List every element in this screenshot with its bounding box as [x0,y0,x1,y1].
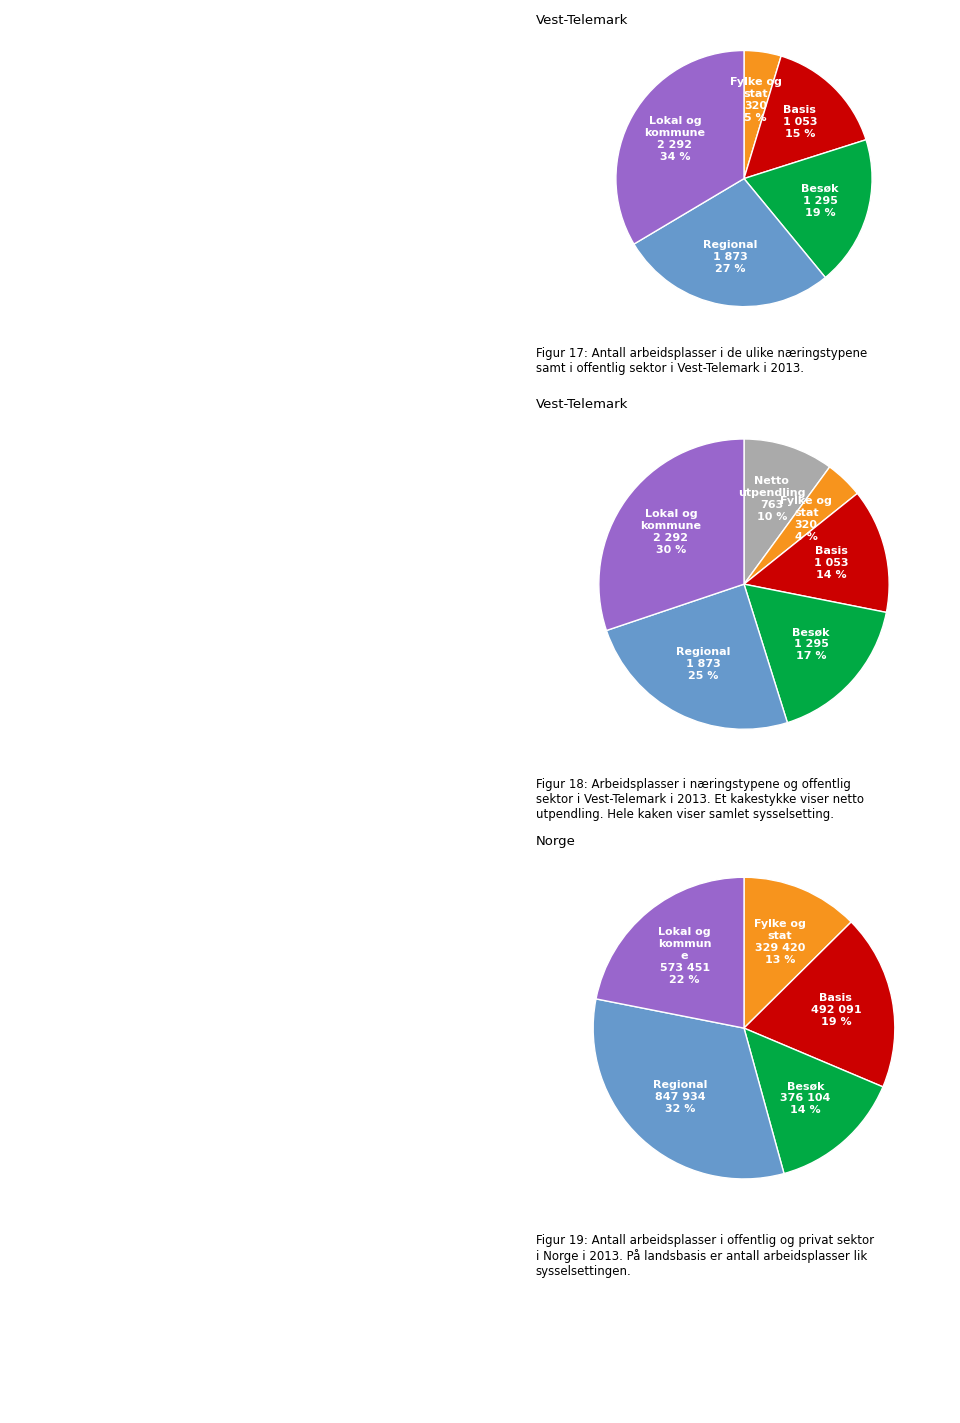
Text: Besøk
1 295
17 %: Besøk 1 295 17 % [792,628,829,662]
Text: Regional
1 873
25 %: Regional 1 873 25 % [676,647,731,682]
Wedge shape [744,877,852,1027]
Wedge shape [744,139,872,277]
Text: Lokal og
kommune
2 292
34 %: Lokal og kommune 2 292 34 % [644,117,706,162]
Text: Netto
utpendling
763
10 %: Netto utpendling 763 10 % [738,475,805,522]
Text: Figur 19: Antall arbeidsplasser i offentlig og privat sektor
i Norge i 2013. På : Figur 19: Antall arbeidsplasser i offent… [536,1234,874,1278]
Wedge shape [744,438,829,583]
Wedge shape [634,178,826,306]
Text: Basis
1 053
15 %: Basis 1 053 15 % [782,105,817,139]
Text: Regional
1 873
27 %: Regional 1 873 27 % [703,240,757,273]
Text: Regional
847 934
32 %: Regional 847 934 32 % [653,1080,708,1114]
Wedge shape [744,494,889,612]
Text: Fylke og
stat
320
5 %: Fylke og stat 320 5 % [730,77,781,122]
Wedge shape [744,467,857,583]
Text: Besøk
1 295
19 %: Besøk 1 295 19 % [802,184,839,218]
Wedge shape [599,438,744,630]
Wedge shape [596,877,744,1027]
Text: Fylke og
stat
329 420
13 %: Fylke og stat 329 420 13 % [754,919,806,965]
Wedge shape [744,583,886,723]
Wedge shape [744,50,781,178]
Text: Basis
1 053
14 %: Basis 1 053 14 % [814,546,849,579]
Text: Basis
492 091
19 %: Basis 492 091 19 % [810,993,861,1027]
Wedge shape [616,50,744,245]
Text: Vest-Telemark: Vest-Telemark [536,14,628,27]
Text: Figur 18: Arbeidsplasser i næringstypene og offentlig
sektor i Vest-Telemark i 2: Figur 18: Arbeidsplasser i næringstypene… [536,778,864,821]
Text: Fylke og
stat
320
4 %: Fylke og stat 320 4 % [780,497,832,542]
Wedge shape [744,1027,883,1174]
Wedge shape [607,583,787,729]
Wedge shape [744,55,866,178]
Wedge shape [744,922,895,1087]
Text: Lokal og
kommune
2 292
30 %: Lokal og kommune 2 292 30 % [640,508,702,555]
Text: Besøk
376 104
14 %: Besøk 376 104 14 % [780,1081,830,1116]
Text: Lokal og
kommun
e
573 451
22 %: Lokal og kommun e 573 451 22 % [658,926,711,985]
Text: Vest-Telemark: Vest-Telemark [536,398,628,411]
Wedge shape [593,999,784,1178]
Text: Figur 17: Antall arbeidsplasser i de ulike næringstypene
samt i offentlig sektor: Figur 17: Antall arbeidsplasser i de uli… [536,347,867,376]
Text: Norge: Norge [536,835,576,848]
